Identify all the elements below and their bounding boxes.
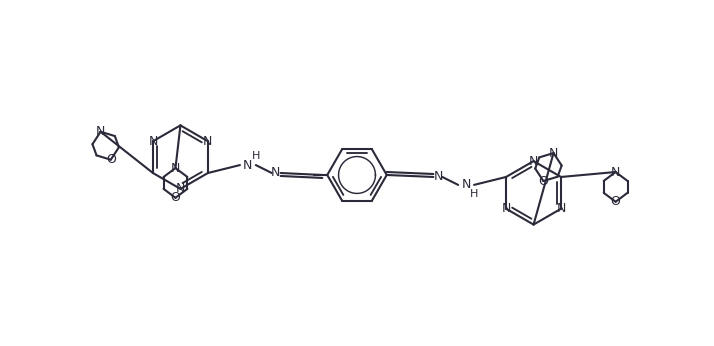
Text: N: N <box>176 182 185 195</box>
Text: N: N <box>96 125 105 138</box>
Text: O: O <box>106 153 116 166</box>
Text: O: O <box>610 195 620 208</box>
Text: N: N <box>203 135 213 148</box>
Text: O: O <box>538 174 548 188</box>
Text: O: O <box>171 191 181 204</box>
Text: N: N <box>556 202 565 215</box>
Text: N: N <box>149 135 158 148</box>
Text: H: H <box>251 151 260 161</box>
Text: N: N <box>243 158 253 172</box>
Text: N: N <box>171 162 180 174</box>
Text: N: N <box>501 202 511 215</box>
Text: N: N <box>433 171 443 183</box>
Text: H: H <box>470 189 478 199</box>
Text: N: N <box>271 166 281 180</box>
Text: N: N <box>611 165 620 179</box>
Text: N: N <box>549 147 558 160</box>
Text: N: N <box>529 155 538 167</box>
Text: N: N <box>461 179 471 191</box>
